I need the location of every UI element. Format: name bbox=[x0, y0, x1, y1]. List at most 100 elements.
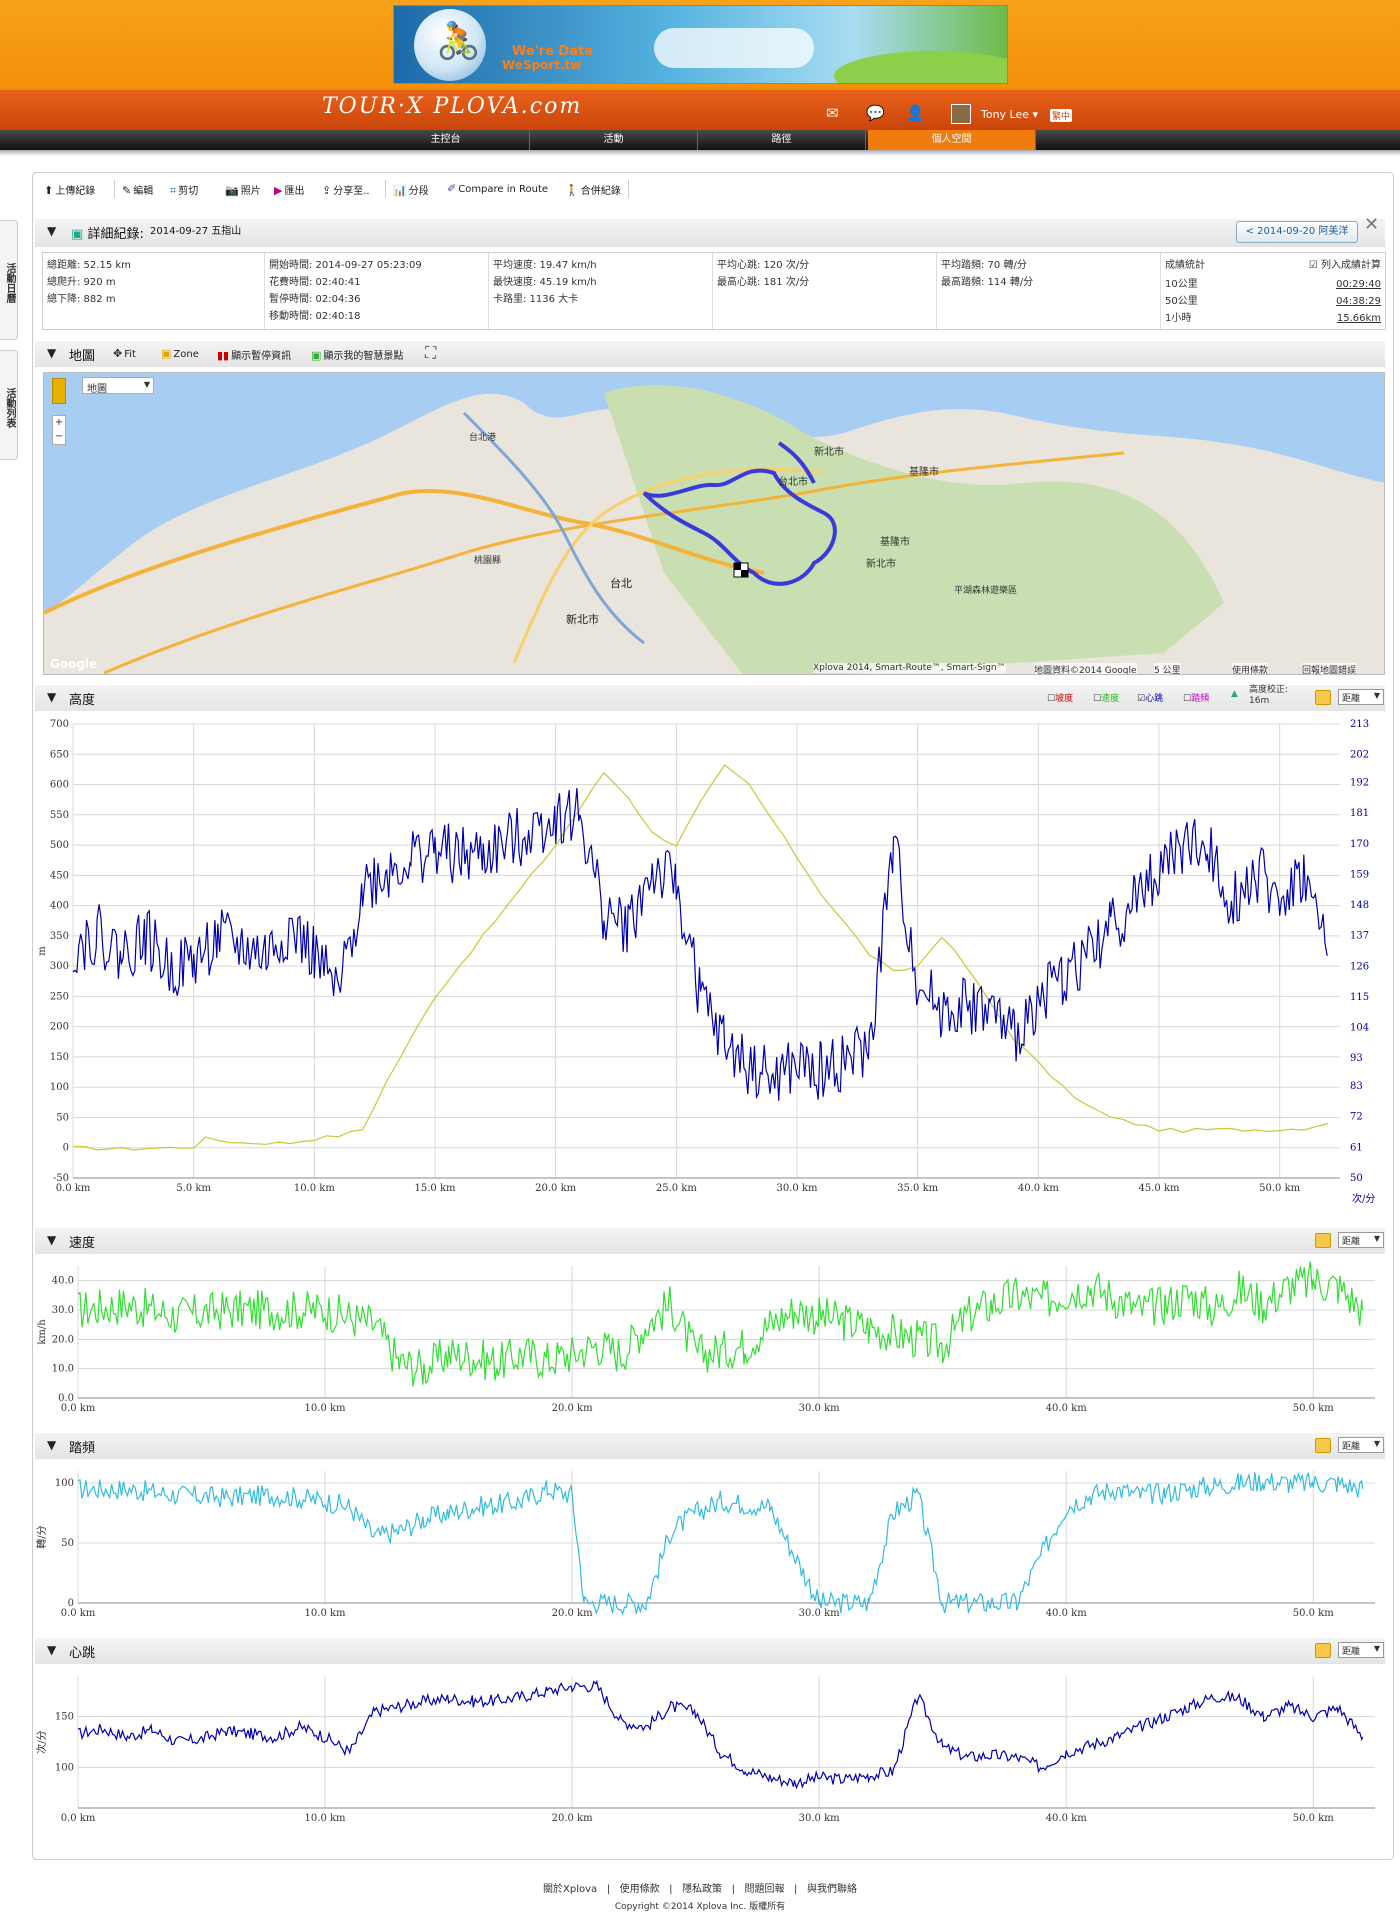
prev-record-button[interactable]: < 2014-09-20 阿美洋 bbox=[1236, 221, 1358, 243]
map-report-link[interactable]: 回報地圖錯誤 bbox=[1302, 663, 1357, 674]
elevation-correct-icon[interactable]: ▲ bbox=[1231, 689, 1238, 699]
legend-toggle[interactable]: ☐踏頻 bbox=[1183, 694, 1210, 704]
footer-link-about[interactable]: 關於Xplova bbox=[543, 1884, 598, 1895]
toolbar-divider bbox=[628, 180, 629, 198]
show-pause-button[interactable]: ▮▮ 顯示暫停資訊 bbox=[217, 347, 291, 362]
chat-icon[interactable]: 💬 bbox=[866, 104, 885, 122]
map-label: 新北市 bbox=[566, 613, 599, 626]
ad-hill bbox=[834, 51, 1007, 83]
top-bar bbox=[0, 90, 1400, 130]
y-tick-label: 300 bbox=[50, 961, 69, 972]
upload-button[interactable]: ⬆ 上傳紀錄 bbox=[44, 182, 95, 197]
photo-button[interactable]: 📷 照片 bbox=[225, 182, 261, 197]
route-map[interactable]: 台北港 新北市 台北市 基隆市 基隆市 新北市 平湖森林遊樂區 台北 新北市 桃… bbox=[43, 372, 1385, 675]
collapse-icon[interactable]: ▼ bbox=[47, 224, 57, 238]
map-highway bbox=[103, 451, 1125, 674]
y-tick-label: -50 bbox=[53, 1173, 69, 1184]
photo-icon: 📷 bbox=[225, 184, 239, 197]
merge-button[interactable]: 🚶 合併紀錄 bbox=[565, 182, 621, 197]
legend-toggle[interactable]: ☐坡度 bbox=[1047, 694, 1074, 704]
y-tick-label: 20.0 bbox=[52, 1334, 74, 1345]
record-value[interactable]: 15.66km bbox=[1336, 313, 1381, 324]
language-button[interactable]: 繁中 bbox=[1050, 109, 1073, 122]
share-icon: ⇪ bbox=[322, 184, 332, 197]
pegman-icon[interactable] bbox=[52, 378, 66, 404]
main-nav bbox=[0, 130, 1400, 150]
collapse-icon[interactable]: ▼ bbox=[47, 346, 57, 360]
bookmark-icon[interactable] bbox=[1315, 1438, 1331, 1453]
toolbar-divider bbox=[385, 180, 386, 198]
xaxis-select[interactable]: 距離 ▼ bbox=[1338, 1642, 1384, 1658]
y2-tick-label: 61 bbox=[1350, 1142, 1363, 1153]
start-time: 開始時間: 2014-09-27 05:23:09 bbox=[269, 260, 422, 271]
x-tick-label: 35.0 km bbox=[897, 1183, 939, 1194]
map-terms-link[interactable]: 使用條款 bbox=[1232, 663, 1269, 674]
cadence-header: ▼ 踏頻 距離 ▼ bbox=[35, 1433, 1385, 1459]
compare-icon: ✐ bbox=[447, 182, 457, 195]
google-logo: Google bbox=[50, 657, 98, 671]
nav-tab-activities[interactable]: 活動 bbox=[530, 130, 698, 150]
zone-button[interactable]: ▣ Zone bbox=[161, 347, 199, 360]
share-button[interactable]: ⇪ 分享至.. bbox=[322, 182, 370, 197]
heart-chart: 150 100 0.0 km 10.0 km 20.0 km 30.0 km 40.0 km… bbox=[35, 1668, 1390, 1838]
moving-time: 移動時間: 02:40:18 bbox=[269, 311, 361, 322]
footer-link-contact[interactable]: 與我們聯絡 bbox=[806, 1884, 857, 1895]
xaxis-select[interactable]: 距離 ▼ bbox=[1338, 1232, 1384, 1248]
collapse-icon[interactable]: ▼ bbox=[47, 1233, 57, 1247]
pencil-icon: ✎ bbox=[122, 184, 132, 197]
collapse-icon[interactable]: ▼ bbox=[47, 1643, 57, 1657]
records-head: 成績統計 ☑ 列入成績計算 bbox=[1165, 257, 1381, 274]
footer-copyright: Copyright ©2014 Xplova Inc. 版權所有 bbox=[614, 1902, 786, 1912]
record-value[interactable]: 00:29:40 bbox=[1336, 279, 1381, 290]
y2-tick-label: 50 bbox=[1350, 1173, 1363, 1184]
x-tick-label: 10.0 km bbox=[294, 1183, 336, 1194]
y-tick-label: 50 bbox=[56, 1112, 69, 1123]
y2-tick-label: 83 bbox=[1350, 1081, 1363, 1092]
footer-link-privacy[interactable]: 隱私政策 bbox=[682, 1884, 723, 1895]
close-icon[interactable]: ✕ bbox=[1364, 214, 1380, 235]
side-tab-list[interactable]: 活動列表 bbox=[0, 350, 18, 460]
user-menu[interactable]: Tony Lee ▾ bbox=[981, 108, 1039, 121]
record-label: 10公里 bbox=[1165, 279, 1198, 290]
nav-tab-personal[interactable]: 個人空間 bbox=[868, 130, 1036, 150]
xaxis-value: 距離 bbox=[1342, 1442, 1361, 1452]
ad-banner[interactable]: 🚴 We're Data WeSport.tw bbox=[393, 5, 1008, 84]
nav-tab-routes[interactable]: 路徑 bbox=[698, 130, 866, 150]
legend-label: 坡度 bbox=[1055, 694, 1074, 704]
bookmark-icon[interactable] bbox=[1315, 1233, 1331, 1248]
records-checkbox[interactable]: ☑ 列入成績計算 bbox=[1308, 260, 1381, 271]
record-value[interactable]: 04:38:29 bbox=[1336, 296, 1381, 307]
legend-toggle[interactable]: ☐速度 bbox=[1093, 694, 1120, 704]
y2-tick-label: 148 bbox=[1350, 900, 1369, 911]
legend-toggle[interactable]: ☑心跳 bbox=[1137, 694, 1164, 704]
compare-route-button[interactable]: ✐ Compare in Route bbox=[447, 182, 548, 195]
footer-link-report[interactable]: 問題回報 bbox=[744, 1884, 785, 1895]
show-spots-button[interactable]: ▣ 顯示我的智慧景點 bbox=[311, 347, 403, 362]
avatar[interactable] bbox=[951, 104, 971, 124]
collapse-icon[interactable]: ▼ bbox=[47, 1438, 57, 1452]
x-tick-label: 25.0 km bbox=[656, 1183, 698, 1194]
pause-time: 暫停時間: 02:04:36 bbox=[269, 294, 361, 305]
side-tab-calendar[interactable]: 活動日曆 bbox=[0, 220, 18, 340]
edit-button[interactable]: ✎ 編輯 bbox=[122, 182, 153, 197]
bookmark-icon[interactable] bbox=[1315, 690, 1331, 705]
zoom-control[interactable]: + − bbox=[52, 415, 66, 445]
xaxis-select[interactable]: 距離 ▼ bbox=[1338, 689, 1384, 705]
brand-logo[interactable]: TOUR·X PLOVA.com bbox=[322, 94, 583, 119]
fullscreen-icon[interactable]: ⛶ bbox=[425, 343, 437, 362]
xaxis-select[interactable]: 距離 ▼ bbox=[1338, 1437, 1384, 1453]
nav-tab-dashboard[interactable]: 主控台 bbox=[362, 130, 530, 150]
segment-button[interactable]: 📊 分段 bbox=[393, 182, 429, 197]
footer-link-terms[interactable]: 使用條款 bbox=[619, 1884, 660, 1895]
mail-icon[interactable]: ✉ bbox=[826, 104, 839, 122]
elevation-correct: 高度校正: 16m bbox=[1249, 685, 1288, 707]
fit-button[interactable]: ✥ Fit bbox=[113, 347, 136, 360]
friend-icon[interactable]: 👤 bbox=[906, 104, 925, 122]
map-type-select[interactable]: 地圖 ▼ bbox=[82, 377, 154, 395]
collapse-icon[interactable]: ▼ bbox=[47, 690, 57, 704]
bookmark-icon[interactable] bbox=[1315, 1643, 1331, 1658]
export-button[interactable]: ▶ 匯出 bbox=[274, 182, 304, 197]
crop-button[interactable]: ⌗ 剪切 bbox=[170, 182, 198, 198]
y-tick-label: 100 bbox=[55, 1478, 74, 1489]
legend-label: 速度 bbox=[1101, 694, 1120, 704]
